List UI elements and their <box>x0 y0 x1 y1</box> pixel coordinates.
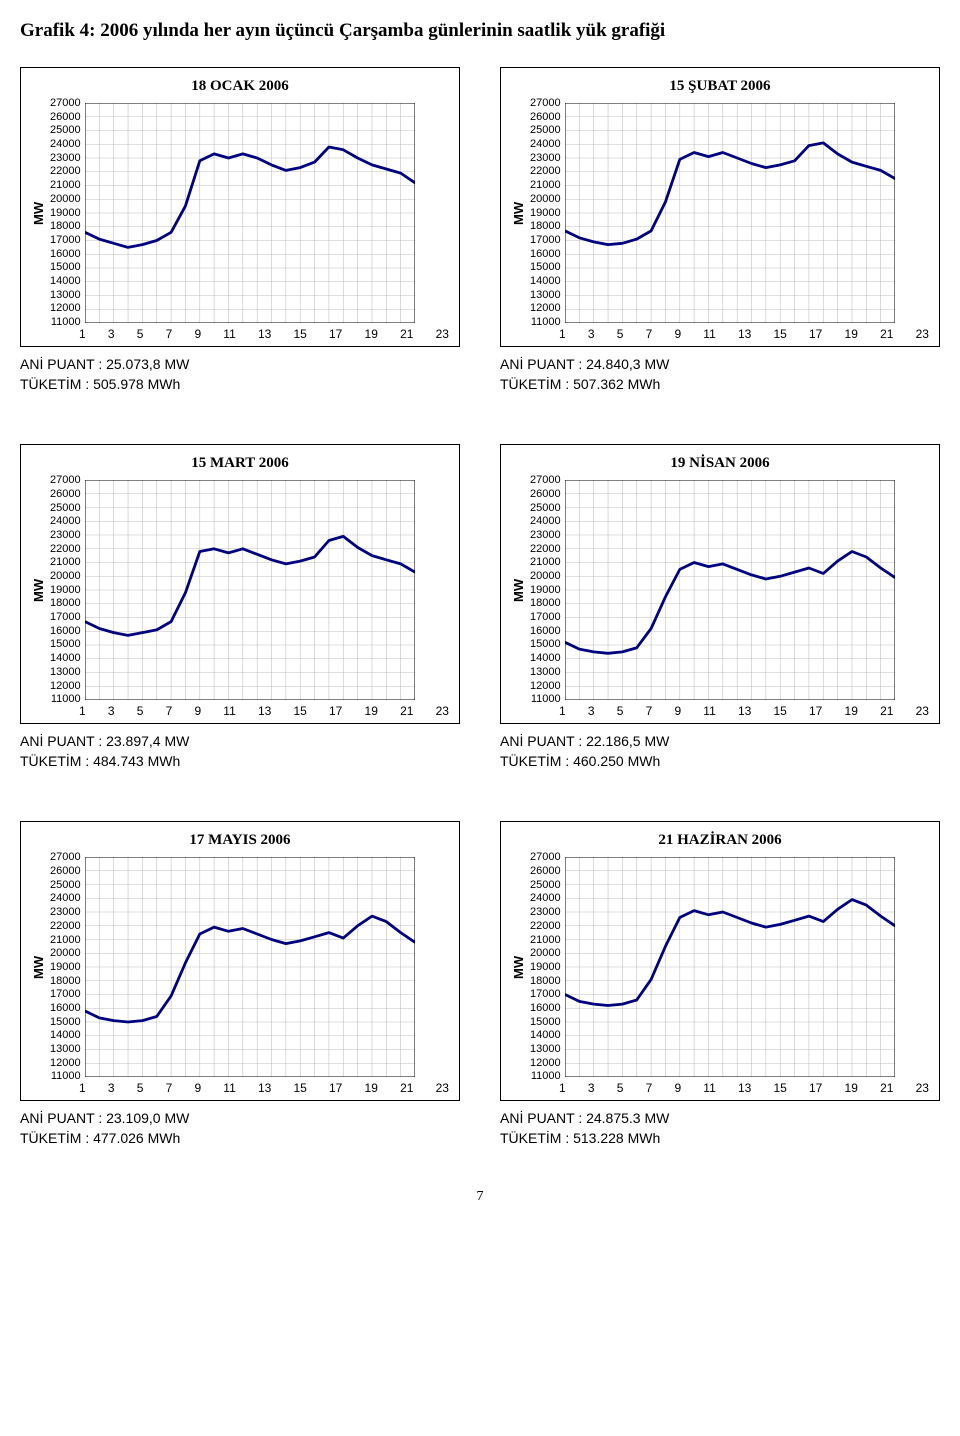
chart-panel: 17 MAYIS 2006 MW2700026000250002400023000… <box>20 821 460 1148</box>
chart-svg <box>565 103 895 323</box>
chart-title: 15 ŞUBAT 2006 <box>511 78 929 95</box>
x-ticks: 1357911131517192123 <box>79 704 449 718</box>
y-ticks: 2700026000250002400023000220002100020000… <box>530 103 561 323</box>
y-ticks: 2700026000250002400023000220002100020000… <box>530 480 561 700</box>
chart-title: 19 NİSAN 2006 <box>511 455 929 472</box>
charts-grid: 18 OCAK 2006MW27000260002500024000230002… <box>20 67 940 1149</box>
chart-box: 15 MART 2006 MW27000260002500024000230002… <box>20 444 460 724</box>
page-title: Grafik 4: 2006 yılında her ayın üçüncü Ç… <box>20 20 940 42</box>
chart-caption: ANİ PUANT : 24.875.3 MWTÜKETİM : 513.228… <box>500 1109 940 1148</box>
chart-svg <box>85 103 415 323</box>
chart-panel: 18 OCAK 2006 MW27000260002500024000230002… <box>20 67 460 394</box>
y-ticks: 2700026000250002400023000220002100020000… <box>50 480 81 700</box>
y-axis-label: MW <box>31 857 46 1077</box>
page-number: 7 <box>20 1189 940 1205</box>
chart-panel: 21 HAZİRAN 2006 MW27000260002500024000230… <box>500 821 940 1148</box>
y-ticks: 2700026000250002400023000220002100020000… <box>50 857 81 1077</box>
chart-caption: ANİ PUANT : 23.897,4 MWTÜKETİM : 484.743… <box>20 732 460 771</box>
chart-title: 17 MAYIS 2006 <box>31 832 449 849</box>
x-ticks: 1357911131517192123 <box>559 704 929 718</box>
chart-title: 21 HAZİRAN 2006 <box>511 832 929 849</box>
chart-box: 15 ŞUBAT 2006 MW2700026000250002400023000… <box>500 67 940 347</box>
chart-box: 17 MAYIS 2006 MW2700026000250002400023000… <box>20 821 460 1101</box>
x-ticks: 1357911131517192123 <box>79 327 449 341</box>
chart-svg <box>85 857 415 1077</box>
x-ticks: 1357911131517192123 <box>79 1081 449 1095</box>
y-axis-label: MW <box>31 480 46 700</box>
chart-title: 18 OCAK 2006 <box>31 78 449 95</box>
chart-panel: 15 MART 2006 MW27000260002500024000230002… <box>20 444 460 771</box>
chart-title: 15 MART 2006 <box>31 455 449 472</box>
y-ticks: 2700026000250002400023000220002100020000… <box>530 857 561 1077</box>
x-ticks: 1357911131517192123 <box>559 1081 929 1095</box>
y-axis-label: MW <box>31 103 46 323</box>
chart-panel: 15 ŞUBAT 2006 MW2700026000250002400023000… <box>500 67 940 394</box>
chart-caption: ANİ PUANT : 24.840,3 MWTÜKETİM : 507.362… <box>500 355 940 394</box>
y-axis-label: MW <box>511 857 526 1077</box>
chart-box: 21 HAZİRAN 2006 MW27000260002500024000230… <box>500 821 940 1101</box>
chart-panel: 19 NİSAN 2006 MW2700026000250002400023000… <box>500 444 940 771</box>
y-ticks: 2700026000250002400023000220002100020000… <box>50 103 81 323</box>
chart-svg <box>565 857 895 1077</box>
chart-caption: ANİ PUANT : 23.109,0 MWTÜKETİM : 477.026… <box>20 1109 460 1148</box>
x-ticks: 1357911131517192123 <box>559 327 929 341</box>
chart-caption: ANİ PUANT : 22.186,5 MWTÜKETİM : 460.250… <box>500 732 940 771</box>
chart-box: 19 NİSAN 2006 MW2700026000250002400023000… <box>500 444 940 724</box>
chart-caption: ANİ PUANT : 25.073,8 MWTÜKETİM : 505.978… <box>20 355 460 394</box>
chart-svg <box>85 480 415 700</box>
y-axis-label: MW <box>511 103 526 323</box>
chart-box: 18 OCAK 2006 MW27000260002500024000230002… <box>20 67 460 347</box>
y-axis-label: MW <box>511 480 526 700</box>
chart-svg <box>565 480 895 700</box>
